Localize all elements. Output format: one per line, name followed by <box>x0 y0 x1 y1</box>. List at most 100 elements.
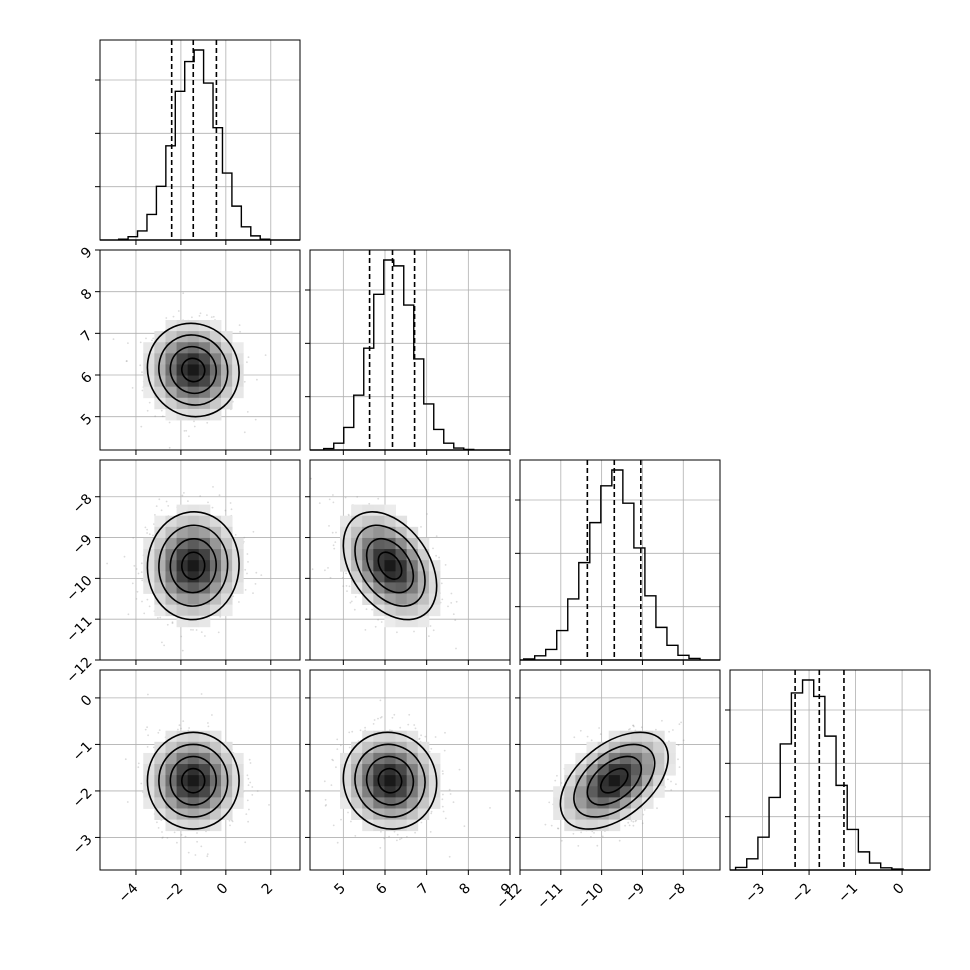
pair-2-point <box>332 494 334 496</box>
pair-3-point <box>245 813 248 815</box>
pair-4-density-cell <box>362 741 374 754</box>
xaxis-2-ticklabel-4: −8 <box>663 880 689 906</box>
pair-3-point <box>162 836 164 839</box>
pair-2-point <box>377 618 379 621</box>
pair-3-frame <box>99 669 301 871</box>
pair-0-point <box>199 312 202 315</box>
pair-1-density-cell <box>165 571 177 583</box>
pair-1-density-cell <box>198 593 211 606</box>
pair-4-point <box>396 833 399 836</box>
pair-0-point <box>193 425 196 428</box>
pair-4-point <box>443 749 446 752</box>
pair-1-density-cell <box>232 537 244 550</box>
pair-0-point <box>246 361 248 364</box>
pair-4-point <box>420 734 422 737</box>
pair-3-density-cell <box>165 819 177 832</box>
pair-5-density-cell <box>630 775 643 787</box>
pair-5-density-cell <box>575 797 587 809</box>
pair-3-density-cell <box>165 786 177 798</box>
pair-4-point <box>414 831 416 834</box>
pair-2-frame <box>309 459 511 661</box>
pair-2-density-cell <box>428 582 441 594</box>
pair-0-density-cell <box>176 353 189 365</box>
pair-4-point <box>389 729 391 732</box>
pair-2-density-cell <box>384 549 396 561</box>
pair-4-point <box>420 821 423 824</box>
pair-5-point <box>677 744 680 747</box>
pair-2-point <box>371 608 373 611</box>
pair-3-point <box>124 758 127 761</box>
pair-0-density-cell <box>187 386 200 399</box>
pair-2-contour-1 <box>365 537 415 594</box>
pair-1-point <box>252 530 255 533</box>
pair-2-density-cell <box>362 549 374 561</box>
pair-5-density-cell <box>619 730 632 743</box>
yaxis-1-ticklabel-2: 7 <box>78 328 96 346</box>
pair-5-density-cell <box>642 797 654 809</box>
pair-4-point <box>330 784 333 786</box>
pair-4-point <box>441 798 444 801</box>
pair-5-point <box>632 724 635 727</box>
pair-3-point <box>137 762 140 765</box>
pair-1-point <box>148 533 151 536</box>
pair-5-density-cell <box>586 786 599 798</box>
pair-0-density-cell <box>198 375 211 388</box>
pair-4-point <box>339 744 342 747</box>
pair-5-point <box>634 820 637 823</box>
pair-2-point <box>347 513 350 516</box>
pair-1-density-cell <box>187 526 200 539</box>
pair-1-density-cell <box>165 604 177 617</box>
pair-3-point <box>207 725 210 728</box>
pair-0-density-cell <box>198 342 211 354</box>
pair-5-density-cell <box>619 797 632 809</box>
hist-1-steps <box>323 259 475 451</box>
pair-0-point <box>127 342 129 344</box>
pair-1-density-cell <box>198 604 211 617</box>
pair-0-density-cell <box>176 386 189 399</box>
pair-2-density-cell <box>384 615 396 628</box>
pair-5-density-cell <box>630 764 643 776</box>
pair-5-density-cell <box>586 819 599 832</box>
pair-5-point <box>670 789 673 791</box>
pair-5-density-cell <box>608 797 621 809</box>
pair-5-density-cell <box>653 752 665 765</box>
pair-2-point <box>324 569 326 572</box>
pair-3-density-cell <box>176 741 189 754</box>
pair-5-density-cell <box>553 786 565 798</box>
pair-3-point <box>157 827 160 829</box>
pair-2-density-cell <box>362 515 374 528</box>
pair-4-density-cell <box>395 764 408 776</box>
pair-2-density-cell <box>417 604 430 617</box>
pair-1-density-cell <box>209 526 222 539</box>
pair-0-point <box>146 409 149 412</box>
pair-0-density-cell <box>154 375 166 388</box>
pair-0-density-cell <box>165 386 177 399</box>
pair-3-density-cell <box>198 741 211 754</box>
pair-4-point <box>444 817 447 820</box>
pair-2-point <box>333 547 336 550</box>
pair-0-frame <box>99 249 301 451</box>
pair-3-contour-2 <box>158 743 229 818</box>
pair-1-density-cell <box>221 604 233 617</box>
pair-5-point <box>557 827 560 830</box>
pair-5-point <box>572 832 575 835</box>
pair-2-point <box>332 544 335 547</box>
pair-3-point <box>180 727 182 730</box>
pair-4-density-cell <box>384 819 396 832</box>
pair-4-density-cell <box>384 786 396 798</box>
xaxis-3-ticklabel-3: 0 <box>890 880 908 898</box>
pair-4-point <box>413 724 416 726</box>
pair-2-point <box>345 585 348 587</box>
histogram-panel-1 <box>305 249 511 451</box>
pair-3-density-cell <box>187 819 200 832</box>
pair-3-density-cell <box>143 797 155 809</box>
pair-5-point <box>550 824 553 827</box>
pair-0-point <box>168 446 171 449</box>
pair-5-density-cell <box>653 775 665 787</box>
pair-1-density-cell <box>176 604 189 617</box>
pair-1-density-cell <box>209 549 222 561</box>
pair-5-point <box>678 723 681 726</box>
pair-5-point <box>668 730 670 733</box>
pair-3-point <box>158 729 161 731</box>
pair-2-density-cell <box>351 515 363 528</box>
